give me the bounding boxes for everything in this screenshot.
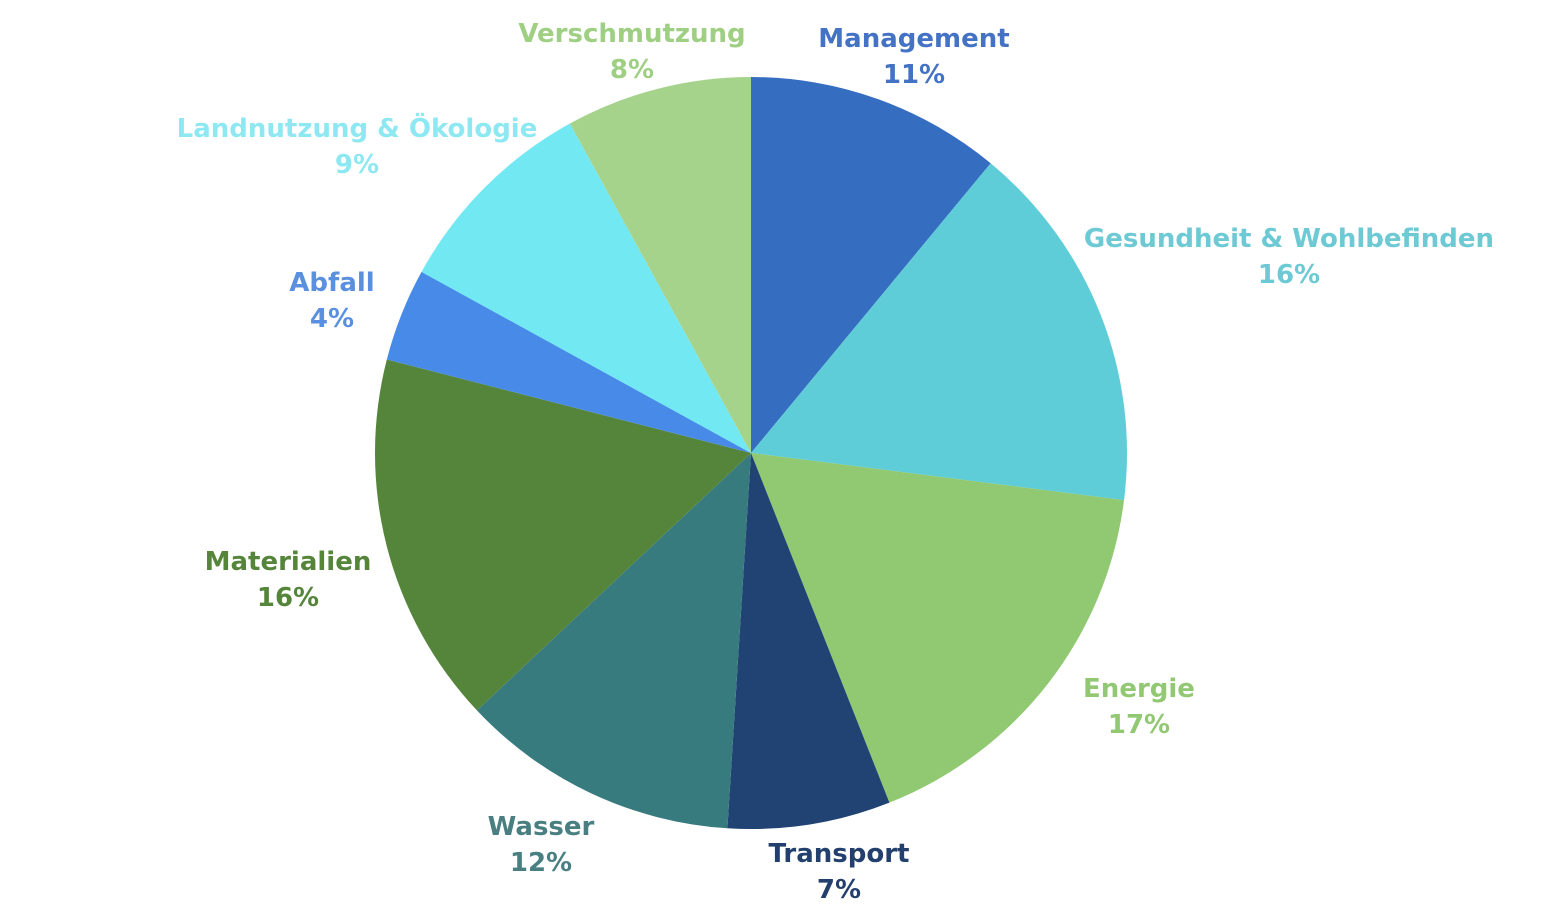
label-verschmutzung: Verschmutzung 8% bbox=[518, 19, 745, 85]
slice-abfall bbox=[386, 271, 751, 453]
slice-gesundheit-and-wohlbefinden bbox=[751, 163, 1128, 501]
slice-name-label: Abfall bbox=[289, 268, 374, 298]
slice-name-label: Wasser bbox=[488, 812, 595, 842]
label-management: Management 11% bbox=[818, 24, 1009, 90]
slice-management bbox=[751, 77, 991, 453]
slice-percent-label: 17% bbox=[1108, 710, 1170, 740]
slice-name-label: Landnutzung & Ökologie bbox=[177, 111, 538, 144]
slice-percent-label: 7% bbox=[817, 875, 861, 905]
slice-name-label: Management bbox=[818, 24, 1009, 54]
slice-name-label: Gesundheit & Wohlbefinden bbox=[1084, 224, 1494, 254]
slice-percent-label: 8% bbox=[610, 55, 654, 85]
slice-name-label: Energie bbox=[1083, 674, 1195, 704]
slice-name-label: Materialien bbox=[205, 547, 372, 577]
label-energie: Energie 17% bbox=[1083, 674, 1195, 740]
label-abfall: Abfall 4% bbox=[289, 268, 374, 334]
slice-transport bbox=[727, 453, 890, 830]
slice-name-label: Transport bbox=[769, 839, 910, 869]
slice-percent-label: 16% bbox=[257, 583, 319, 613]
slice-percent-label: 16% bbox=[1258, 260, 1320, 290]
slice-verschmutzung bbox=[569, 77, 751, 453]
label-transport: Transport 7% bbox=[769, 839, 910, 905]
pie-slices bbox=[374, 77, 1128, 830]
slice-percent-label: 9% bbox=[335, 150, 379, 180]
slice-name-label: Verschmutzung bbox=[518, 19, 745, 49]
pie-labels: Management 11% Gesundheit & Wohlbefinden 16… bbox=[177, 19, 1494, 905]
label-wasser: Wasser 12% bbox=[488, 812, 595, 878]
label-landnutzung-and-oekologie: Landnutzung & Ökologie 9% bbox=[177, 111, 538, 180]
slice-wasser bbox=[476, 453, 751, 829]
slice-landnutzung-and-oekologie bbox=[421, 123, 751, 453]
label-materialien: Materialien 16% bbox=[205, 547, 372, 613]
slice-percent-label: 4% bbox=[310, 304, 354, 334]
slice-percent-label: 11% bbox=[883, 60, 945, 90]
slice-energie bbox=[751, 453, 1125, 803]
slice-percent-label: 12% bbox=[510, 848, 572, 878]
slice-materialien bbox=[374, 359, 751, 711]
label-gesundheit-and-wohlbefinden: Gesundheit & Wohlbefinden 16% bbox=[1084, 224, 1494, 290]
